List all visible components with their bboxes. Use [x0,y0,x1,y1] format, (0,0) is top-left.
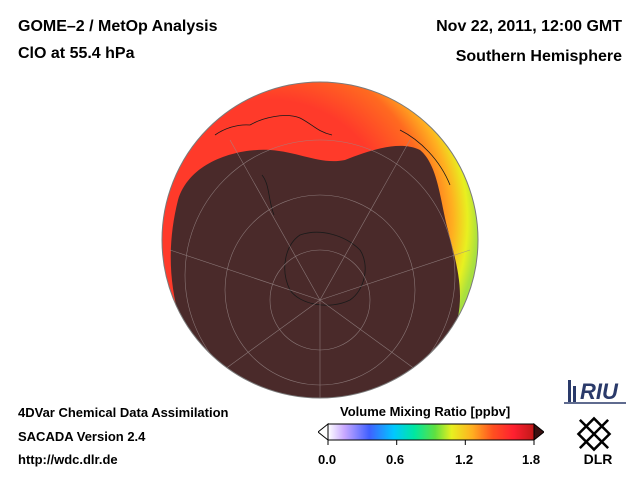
date-label: Nov 22, 2011, 12:00 GMT [436,18,622,35]
title-analysis: GOME–2 / MetOp Analysis [18,18,218,35]
coastlines [214,115,451,306]
footer-line-1: 4DVar Chemical Data Assimilation [18,405,229,420]
species-label: ClO at 55.4 hPa [18,45,135,62]
dlr-logo-text: DLR [584,451,613,467]
footer-line-2: SACADA Version 2.4 [18,429,146,444]
riu-logo-text: RIU [580,379,619,404]
colorbar-left-arrow [318,422,329,442]
colorbar-tick-2: 1.2 [455,452,474,467]
colorbar-tick-0: 0.0 [318,452,337,467]
graticule [169,139,471,398]
colorbar-tick-marks [327,440,535,445]
colorbar-gradient [327,423,535,441]
globe-outline [161,81,479,399]
region-label: Southern Hemisphere [455,48,622,65]
colorbar-right-arrow [533,422,544,442]
footer-url[interactable]: http://wdc.dlr.de [18,452,118,467]
dark-vortex-region [170,145,461,398]
colorbar [318,422,544,445]
dlr-logo: DLR [576,416,613,467]
colorbar-tick-1: 0.6 [386,452,405,467]
riu-logo: RIU [564,379,626,404]
colorbar-tick-3: 1.8 [522,452,541,467]
colorbar-title: Volume Mixing Ratio [ppbv] [340,404,511,419]
